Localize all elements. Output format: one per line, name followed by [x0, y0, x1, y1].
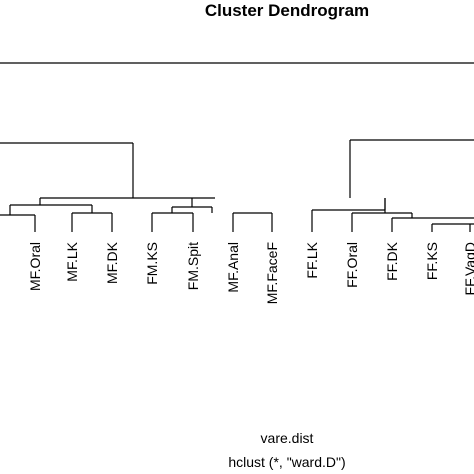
- leaf-label: FM.Spit: [185, 242, 201, 290]
- leaf-label: FF.KS: [424, 242, 440, 280]
- leaf-label: MF.FaceF: [264, 242, 280, 304]
- leaf-labels: MF.Oral MF.LK MF.DK FM.KS FM.Spit MF.Anal MF.F…: [27, 241, 474, 304]
- dendrogram-branches: [0, 62, 474, 232]
- leaf-label: FF.VagD: [462, 242, 474, 295]
- leaf-label: MF.LK: [64, 241, 80, 281]
- method-sublabel: hclust (*, "ward.D"): [228, 454, 345, 470]
- x-axis-label: vare.dist: [261, 430, 314, 446]
- leaf-label: FF.DK: [384, 241, 400, 281]
- leaf-label: MF.Oral: [27, 242, 43, 291]
- leaf-label: FF.Oral: [344, 242, 360, 288]
- leaf-label: FM.KS: [144, 242, 160, 285]
- leaf-label: FF.LK: [304, 241, 320, 278]
- leaf-label: MF.Anal: [225, 242, 241, 293]
- leaf-label: MF.DK: [104, 241, 120, 284]
- chart-title: Cluster Dendrogram: [205, 1, 369, 20]
